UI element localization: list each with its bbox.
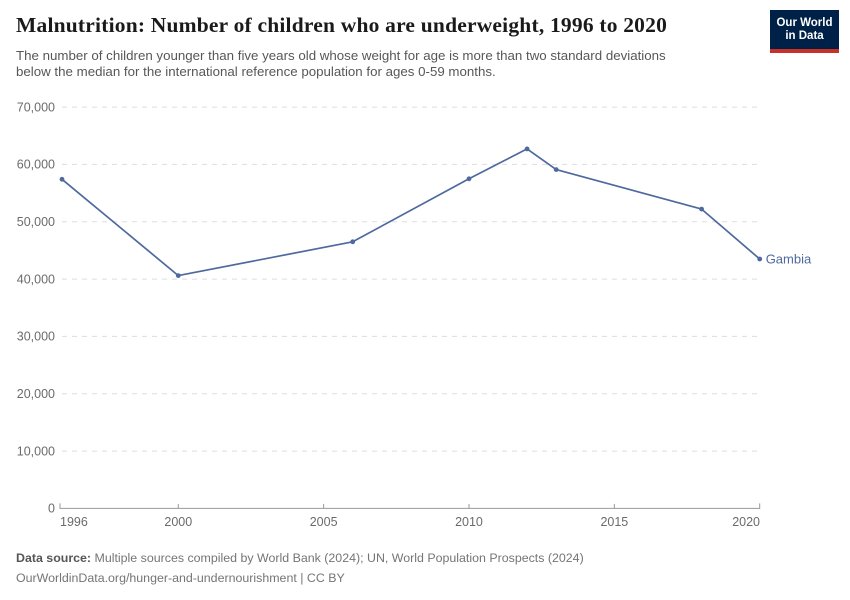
subtitle-line-2: below the median for the international r… bbox=[16, 63, 496, 79]
data-point-gambia-2010[interactable] bbox=[466, 176, 472, 182]
x-axis-tick-label-1996: 1996 bbox=[60, 515, 88, 529]
data-point-gambia-2006[interactable] bbox=[350, 239, 356, 245]
series-line-gambia[interactable] bbox=[61, 148, 761, 277]
y-axis-tick-label-0: 0 bbox=[48, 502, 55, 516]
line-chart-canvas[interactable]: 0 10,000 20,000 30,000 40,000 50,000 60,000 70,… bbox=[0, 95, 850, 540]
data-point-gambia-2013[interactable] bbox=[553, 167, 559, 172]
chart-footer: Data source: Multiple sources compiled b… bbox=[16, 548, 584, 588]
data-point-gambia-2012[interactable] bbox=[524, 146, 530, 152]
x-axis-tick-label-2015: 2015 bbox=[600, 515, 628, 529]
data-source-label: Data source: bbox=[16, 551, 92, 565]
y-axis-tick-label-60000: 60,000 bbox=[17, 158, 55, 172]
data-point-gambia-2000[interactable] bbox=[175, 273, 181, 278]
x-axis-tick-label-2020: 2020 bbox=[732, 515, 760, 529]
y-axis-tick-label-70000: 70,000 bbox=[17, 100, 55, 114]
citation-link[interactable]: OurWorldinData.org/hunger-and-undernouri… bbox=[16, 571, 345, 585]
entity-label-gambia[interactable]: Gambia bbox=[766, 252, 812, 267]
y-axis-tick-label-10000: 10,000 bbox=[17, 444, 55, 458]
chart-subtitle: The number of children younger than five… bbox=[16, 48, 666, 79]
x-axis-tick-label-2005: 2005 bbox=[310, 515, 338, 529]
logo-text-line2: in Data bbox=[785, 29, 824, 42]
page-title: Malnutrition: Number of children who are… bbox=[16, 13, 668, 37]
x-axis-line bbox=[59, 503, 761, 509]
y-axis-tick-label-20000: 20,000 bbox=[17, 387, 55, 401]
x-axis-tick-label-2010: 2010 bbox=[455, 515, 483, 529]
subtitle-line-1: The number of children younger than five… bbox=[16, 48, 666, 63]
data-source-text: Multiple sources compiled by World Bank … bbox=[91, 551, 584, 565]
data-point-gambia-2020[interactable] bbox=[757, 256, 763, 262]
x-axis-tick-label-2000: 2000 bbox=[164, 515, 192, 529]
y-axis-tick-label-30000: 30,000 bbox=[17, 330, 55, 344]
data-point-gambia-1996[interactable] bbox=[59, 176, 65, 182]
data-source-line: Data source: Multiple sources compiled b… bbox=[16, 548, 584, 568]
y-axis-tick-label-40000: 40,000 bbox=[17, 272, 55, 286]
data-point-gambia-2018[interactable] bbox=[699, 206, 704, 212]
logo-text-line1: Our World bbox=[776, 16, 833, 29]
owid-logo[interactable]: Our World in Data bbox=[770, 10, 839, 53]
y-axis-tick-label-50000: 50,000 bbox=[17, 215, 55, 229]
